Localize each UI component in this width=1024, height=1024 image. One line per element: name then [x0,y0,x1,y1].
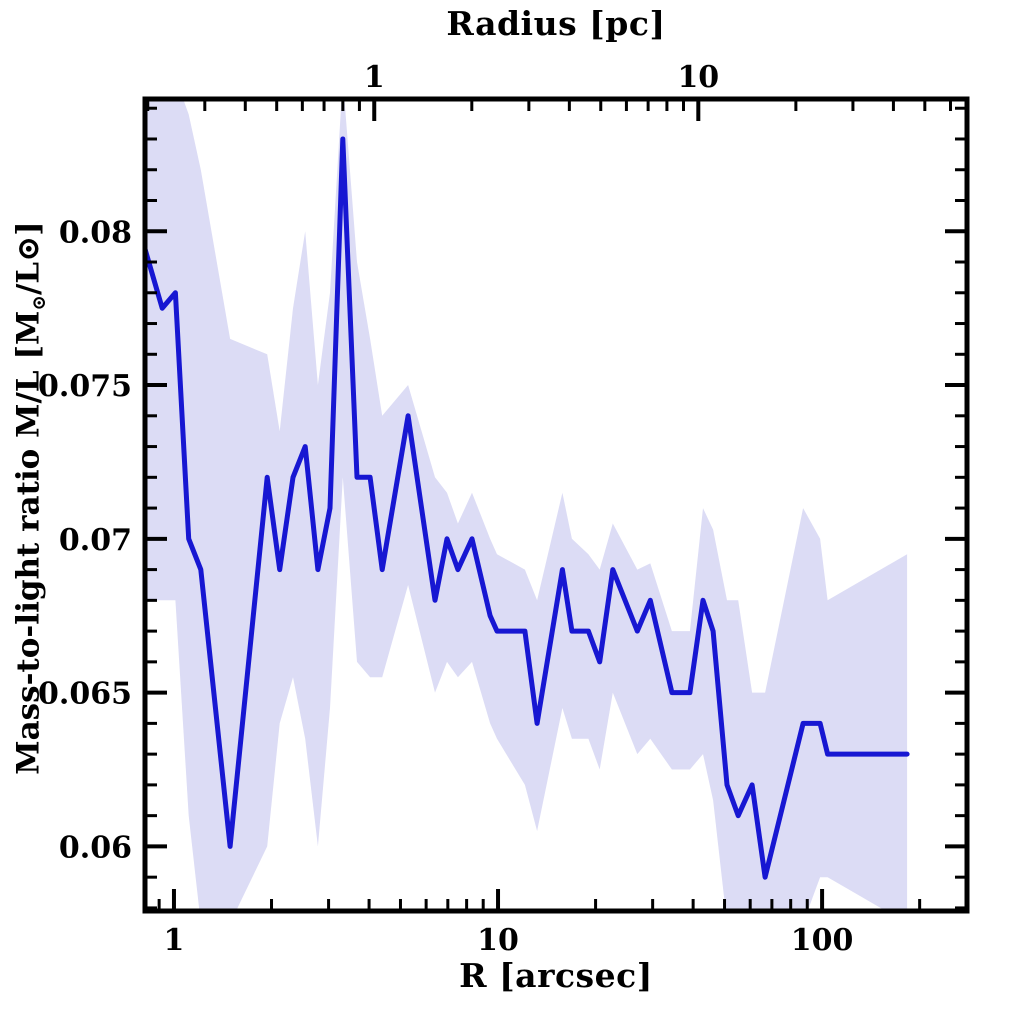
confidence-band [145,99,908,911]
ml-line [145,136,910,880]
y-tick-label: 0.075 [38,369,132,404]
y-tick-label: 0.065 [38,677,132,712]
y-axis-title: Mass-to-light ratio M/L [M⊙/L⊙] [10,221,50,775]
bottom-axis-title: R [arcsec] [459,956,653,995]
top-axis-title: Radius [pc] [446,4,666,43]
y-tick-label: 0.06 [59,830,132,865]
x-tick-label: 100 [791,923,854,958]
x-tick-label: 10 [477,923,519,958]
y-tick-label: 0.08 [59,215,132,250]
x-tick-label: 1 [164,923,185,958]
plot-border [142,96,970,914]
top-tick-label: 1 [364,60,385,95]
top-tick-label: 10 [677,60,719,95]
y-tick-label: 0.07 [59,523,132,558]
